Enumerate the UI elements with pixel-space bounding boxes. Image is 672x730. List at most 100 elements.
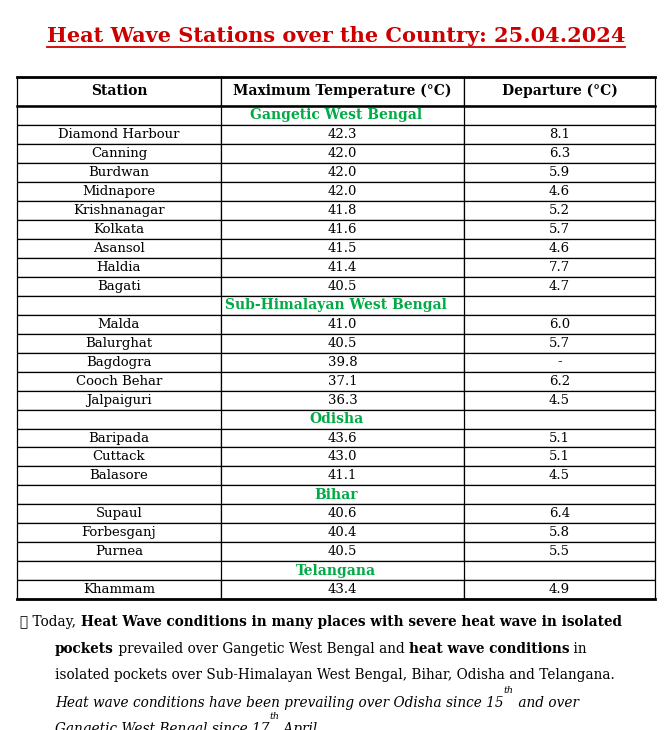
Bar: [17, 277, 221, 296]
Text: 43.4: 43.4: [328, 583, 357, 596]
Bar: [17, 466, 221, 485]
Bar: [221, 504, 464, 523]
Bar: [221, 447, 464, 466]
Text: heat wave conditions: heat wave conditions: [409, 642, 569, 656]
Bar: [221, 201, 464, 220]
Text: 4.7: 4.7: [549, 280, 570, 293]
Bar: [221, 334, 464, 353]
Bar: [464, 144, 655, 163]
Text: Heat Wave conditions in many places with severe heat wave in isolated: Heat Wave conditions in many places with…: [81, 615, 622, 629]
Text: Gangetic West Bengal since 17: Gangetic West Bengal since 17: [55, 722, 269, 730]
Bar: [17, 523, 221, 542]
Text: 39.8: 39.8: [327, 356, 358, 369]
Text: isolated pockets over Sub-Himalayan West Bengal, Bihar, Odisha and Telangana.: isolated pockets over Sub-Himalayan West…: [55, 668, 615, 682]
Bar: [221, 315, 464, 334]
Text: Heat wave conditions have been prevailing over Odisha since 15: Heat wave conditions have been prevailin…: [55, 696, 503, 710]
Bar: [221, 163, 464, 182]
Bar: [221, 77, 464, 106]
Text: th: th: [269, 712, 280, 721]
Text: 6.3: 6.3: [549, 147, 570, 160]
Text: 40.5: 40.5: [328, 545, 357, 558]
Bar: [17, 315, 221, 334]
Text: Bagdogra: Bagdogra: [86, 356, 152, 369]
Bar: [17, 561, 655, 580]
Text: Odisha: Odisha: [309, 412, 363, 426]
Text: Kolkata: Kolkata: [93, 223, 144, 236]
Text: Bihar: Bihar: [314, 488, 358, 502]
Text: 43.0: 43.0: [328, 450, 357, 464]
Text: in: in: [569, 642, 587, 656]
Bar: [464, 258, 655, 277]
Bar: [464, 523, 655, 542]
Text: 6.0: 6.0: [549, 318, 570, 331]
Text: 4.6: 4.6: [549, 185, 570, 198]
Bar: [17, 504, 221, 523]
Text: Purnea: Purnea: [95, 545, 143, 558]
Text: 43.6: 43.6: [327, 431, 358, 445]
Bar: [17, 163, 221, 182]
Text: 40.4: 40.4: [328, 526, 357, 539]
Bar: [221, 542, 464, 561]
Bar: [17, 220, 221, 239]
Bar: [464, 504, 655, 523]
Text: 5.9: 5.9: [549, 166, 570, 179]
Text: Telangana: Telangana: [296, 564, 376, 578]
Text: 8.1: 8.1: [549, 128, 570, 141]
Text: 5.5: 5.5: [549, 545, 570, 558]
Text: Canning: Canning: [91, 147, 147, 160]
Bar: [17, 334, 221, 353]
Bar: [17, 410, 655, 429]
Text: 5.2: 5.2: [549, 204, 570, 217]
Bar: [17, 296, 655, 315]
Text: 41.4: 41.4: [328, 261, 357, 274]
Bar: [464, 429, 655, 447]
Text: Departure (°C): Departure (°C): [501, 84, 618, 99]
Text: Diamond Harbour: Diamond Harbour: [58, 128, 179, 141]
Text: 37.1: 37.1: [327, 374, 358, 388]
Bar: [17, 201, 221, 220]
Text: 40.5: 40.5: [328, 280, 357, 293]
Bar: [221, 182, 464, 201]
Bar: [464, 277, 655, 296]
Bar: [464, 201, 655, 220]
Text: Sub-Himalayan West Bengal: Sub-Himalayan West Bengal: [225, 298, 447, 312]
Text: 7.7: 7.7: [549, 261, 570, 274]
Text: prevailed over Gangetic West Bengal and: prevailed over Gangetic West Bengal and: [114, 642, 409, 656]
Bar: [17, 353, 221, 372]
Bar: [17, 485, 655, 504]
Text: Khammam: Khammam: [83, 583, 155, 596]
Text: Cooch Behar: Cooch Behar: [76, 374, 162, 388]
Bar: [17, 542, 221, 561]
Bar: [221, 220, 464, 239]
Bar: [221, 466, 464, 485]
Bar: [464, 580, 655, 599]
Bar: [221, 277, 464, 296]
Text: 5.1: 5.1: [549, 450, 570, 464]
Bar: [17, 391, 221, 410]
Text: pockets: pockets: [55, 642, 114, 656]
Text: 6.2: 6.2: [549, 374, 570, 388]
Text: 41.8: 41.8: [328, 204, 357, 217]
Text: Midnapore: Midnapore: [83, 185, 155, 198]
Text: Cuttack: Cuttack: [93, 450, 145, 464]
Bar: [221, 125, 464, 144]
Text: 42.0: 42.0: [328, 185, 357, 198]
Text: th: th: [503, 686, 513, 695]
Bar: [17, 580, 221, 599]
Text: Station: Station: [91, 84, 147, 99]
Text: 6.4: 6.4: [549, 507, 570, 520]
Bar: [17, 125, 221, 144]
Bar: [17, 372, 221, 391]
Bar: [464, 466, 655, 485]
Bar: [464, 315, 655, 334]
Text: Supaul: Supaul: [95, 507, 142, 520]
Bar: [17, 447, 221, 466]
Text: 40.5: 40.5: [328, 337, 357, 350]
Text: 42.0: 42.0: [328, 147, 357, 160]
Text: ❖ Today,: ❖ Today,: [20, 615, 81, 629]
Bar: [17, 77, 221, 106]
Text: 5.1: 5.1: [549, 431, 570, 445]
Text: Malda: Malda: [97, 318, 140, 331]
Bar: [17, 239, 221, 258]
Text: 4.5: 4.5: [549, 469, 570, 483]
